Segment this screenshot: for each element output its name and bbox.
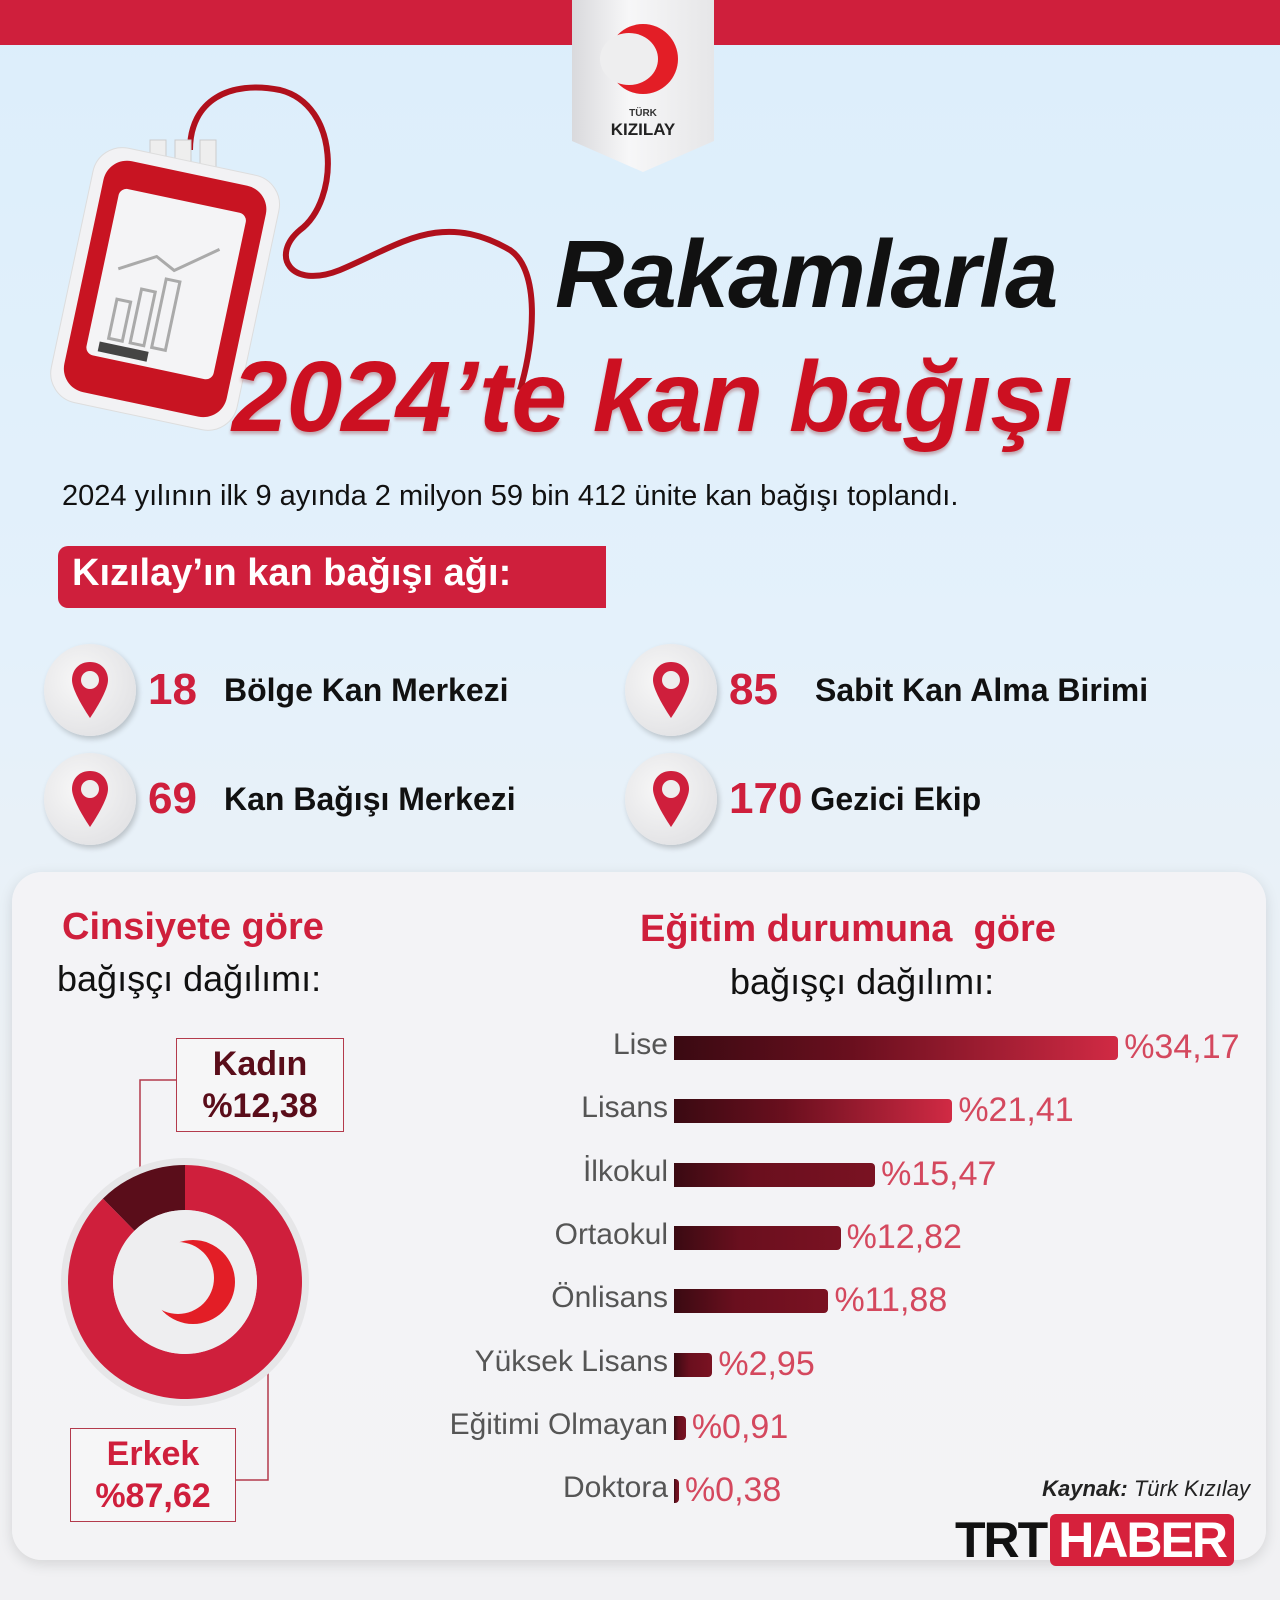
bar-row: Lisans %21,41 [0, 1091, 1280, 1131]
bar-value-label: %11,88 [834, 1281, 948, 1320]
blood-bag-illustration [50, 84, 535, 431]
kadin-value: %12,38 [202, 1087, 318, 1125]
bar-category-label: Lise [612, 1028, 668, 1061]
source-value: Türk Kızılay [1133, 1476, 1250, 1501]
donut-slice-erkek [67, 1165, 302, 1399]
bar-value-label: %0,38 [684, 1471, 782, 1510]
bar-category-label: Yüksek Lisans [474, 1344, 668, 1378]
bar [674, 1225, 841, 1250]
stat-item: 69 Kan Bağışı Merkezi [44, 753, 516, 845]
map-pin-icon [625, 753, 717, 845]
bar-value-label: %15,47 [881, 1154, 997, 1193]
stat-label: Bölge Kan Merkezi [224, 671, 509, 708]
bar-category-label: Önlisans [551, 1281, 668, 1315]
title-line-1: Rakamlarla [555, 221, 1058, 328]
kizilay-logo: TÜRK KIZILAY [572, 0, 714, 172]
brand-trt: TRT [955, 1512, 1048, 1568]
trt-haber-logo: TRT HABER [955, 1512, 1234, 1568]
kadin-label-box: Kadın %12,38 [176, 1038, 344, 1132]
bar-category-label: Eğitimi Olmayan [449, 1407, 668, 1441]
bar-row: Eğitimi Olmayan %0,91 [0, 1408, 1280, 1448]
bar-value-label: %0,91 [691, 1407, 789, 1446]
bar [674, 1415, 686, 1440]
brand-haber: HABER [1050, 1514, 1234, 1566]
bar-category-label: Ortaokul [554, 1217, 668, 1251]
education-chart-subtitle: bağışçı dağılımı: [730, 961, 995, 1002]
map-pin-icon [44, 644, 136, 736]
stat-item: 18 Bölge Kan Merkezi [44, 644, 509, 736]
source-note: Kaynak: Türk Kızılay [1042, 1476, 1250, 1502]
logo-small-text: TÜRK [629, 108, 657, 119]
erkek-label: Erkek [106, 1435, 200, 1473]
bar [674, 1352, 713, 1377]
bar [674, 1289, 829, 1314]
bar-row: İlkokul %15,47 [0, 1155, 1280, 1195]
bar-category-label: Doktora [562, 1471, 668, 1505]
kadin-label: Kadın [212, 1045, 308, 1083]
bar-row: Yüksek Lisans %2,95 [0, 1345, 1280, 1385]
gender-donut-chart [61, 1079, 309, 1481]
bar [674, 1162, 876, 1187]
gender-chart-title: Cinsiyete göre [62, 906, 324, 948]
logo-main-text: KIZILAY [610, 120, 676, 139]
bar-row: Lise %34,17 [0, 1028, 1280, 1068]
stat-item: 85 Sabit Kan Alma Birimi [625, 644, 1149, 736]
stat-value: 85 [729, 665, 778, 714]
crescent-icon [600, 24, 678, 94]
bar-value-label: %2,95 [718, 1344, 815, 1383]
network-heading: Kızılay’ın kan bağışı ağı: [58, 546, 606, 608]
bar-row: Ortaokul %12,82 [0, 1218, 1280, 1258]
stat-label: Gezici Ekip [810, 780, 982, 817]
bar-value-label: %21,41 [958, 1091, 1074, 1130]
stat-item: 170 Gezici Ekip [625, 753, 982, 845]
bar [674, 1036, 1119, 1060]
bar [674, 1479, 679, 1504]
gender-chart-subtitle: bağışçı dağılımı: [57, 958, 322, 999]
bar-value-label: %34,17 [1124, 1028, 1240, 1066]
map-pin-icon [44, 753, 136, 845]
subtitle: 2024 yılının ilk 9 ayında 2 milyon 59 bi… [62, 480, 959, 512]
bar-category-label: Lisans [581, 1091, 668, 1125]
education-chart-title: Eğitim durumuna göre [640, 908, 1056, 950]
map-pin-icon [625, 644, 717, 736]
erkek-value: %87,62 [95, 1477, 211, 1515]
erkek-label-box: Erkek %87,62 [70, 1428, 236, 1522]
bar-row: Önlisans %11,88 [0, 1281, 1280, 1321]
stat-label: Sabit Kan Alma Birimi [815, 671, 1149, 708]
bar-row: Doktora %0,38 [0, 1471, 1280, 1511]
bar-category-label: İlkokul [582, 1154, 668, 1188]
donut-slice-kadın [102, 1165, 185, 1231]
bar-value-label: %12,82 [846, 1217, 962, 1256]
stat-label: Kan Bağışı Merkezi [224, 780, 516, 817]
stat-value: 170 [729, 774, 803, 823]
source-label: Kaynak: [1042, 1476, 1128, 1501]
stat-value: 69 [148, 774, 197, 823]
bar [674, 1099, 953, 1124]
title-line-2: 2024’te kan bağışı [232, 341, 1073, 453]
stat-value: 18 [148, 665, 197, 714]
